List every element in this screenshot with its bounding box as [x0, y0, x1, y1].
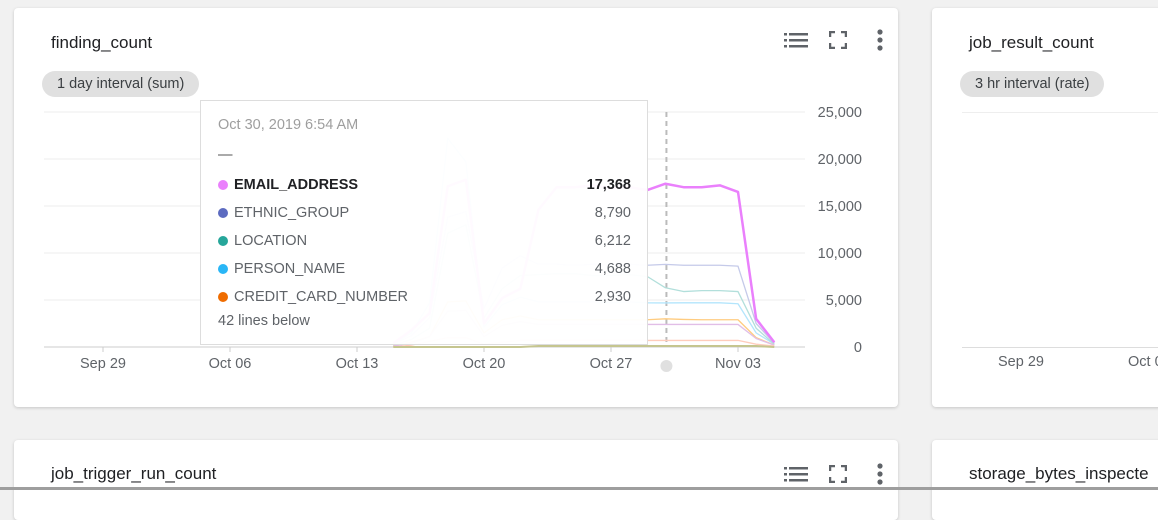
series-name: LOCATION [234, 233, 308, 249]
card-title: job_result_count [969, 33, 1094, 52]
job-result-count-card: job_result_count 3 hr interval (rate) Se… [932, 8, 1158, 407]
series-color-dot [218, 208, 228, 218]
tooltip-row: CREDIT_CARD_NUMBER 2,930 [218, 287, 631, 307]
series-name: EMAIL_ADDRESS [234, 177, 359, 193]
storage-bytes-inspected-card: storage_bytes_inspecte [932, 440, 1158, 520]
interval-chip[interactable]: 3 hr interval (rate) [960, 71, 1105, 97]
card-title: job_trigger_run_count [51, 464, 217, 483]
series-color-dot [218, 236, 228, 246]
tooltip-row: PERSON_NAME 4,688 [218, 259, 631, 279]
series-color-dot [218, 264, 228, 274]
legend-list-icon[interactable] [784, 28, 808, 52]
interval-chip[interactable]: 1 day interval (sum) [42, 71, 200, 97]
tooltip-more-lines[interactable]: 42 lines below [218, 313, 310, 329]
job-trigger-run-count-card: job_trigger_run_count [14, 440, 898, 520]
series-value: 6,212 [594, 233, 631, 249]
series-name: CREDIT_CARD_NUMBER [234, 289, 409, 305]
x-axis [962, 347, 1158, 348]
tooltip-date: Oct 30, 2019 6:54 AM [218, 117, 359, 133]
card-title: storage_bytes_inspecte [969, 464, 1149, 483]
series-value: 17,368 [586, 177, 631, 193]
tooltip-row: EMAIL_ADDRESS 17,368 [218, 175, 631, 195]
card-title: finding_count [51, 33, 153, 52]
series-name: PERSON_NAME [234, 261, 346, 277]
x-tick-label: Sep 29 [998, 354, 1044, 370]
hover-tooltip: Oct 30, 2019 6:54 AM — EMAIL_ADDRESS 17,3… [200, 100, 648, 345]
fullscreen-icon[interactable] [826, 462, 850, 486]
more-vert-icon[interactable] [868, 462, 892, 486]
series-value: 8,790 [594, 205, 631, 221]
series-color-dot [218, 180, 228, 190]
tooltip-row: ETHNIC_GROUP 8,790 [218, 203, 631, 223]
legend-list-icon[interactable] [784, 462, 808, 486]
tooltip-dash: — [218, 147, 233, 163]
series-value: 4,688 [594, 261, 631, 277]
x-tick-label: Oct 0 [1128, 354, 1158, 370]
series-value: 2,930 [594, 289, 631, 305]
gridline [962, 112, 1158, 113]
fullscreen-icon[interactable] [826, 28, 850, 52]
card-toolbar [784, 462, 892, 486]
tooltip-row: LOCATION 6,212 [218, 231, 631, 251]
card-toolbar [784, 28, 892, 52]
more-vert-icon[interactable] [868, 28, 892, 52]
bottom-edge [0, 487, 1158, 490]
series-name: ETHNIC_GROUP [234, 205, 350, 221]
series-color-dot [218, 292, 228, 302]
